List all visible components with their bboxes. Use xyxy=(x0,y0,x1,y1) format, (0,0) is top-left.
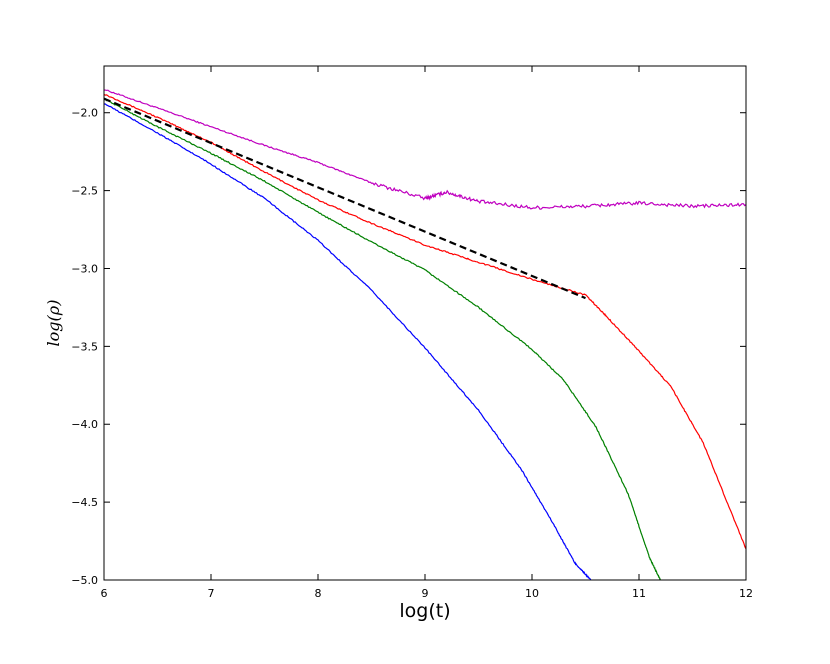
y-tick-label: −4.0 xyxy=(71,418,98,431)
tick-layer: 6 7 8 9 10 11 12 −2.0 −2.5 −3.0 −3.5 −4.0 −4.5 −5.0 xyxy=(71,66,753,600)
y-axis-label: log(ρ) xyxy=(44,300,63,347)
y-tick-label: −3.0 xyxy=(71,262,98,275)
plot-background xyxy=(104,66,746,580)
series-line-4 xyxy=(104,103,592,580)
y-tick-label: −3.5 xyxy=(71,340,98,353)
x-tick-label: 9 xyxy=(422,587,429,600)
y-tick-label: −2.0 xyxy=(71,107,98,120)
series-layer xyxy=(104,89,746,580)
x-tick-label: 6 xyxy=(101,587,108,600)
fit-line-dashed xyxy=(104,97,586,300)
x-tick-label: 7 xyxy=(208,587,215,600)
series-line-3 xyxy=(104,98,661,580)
x-tick-label: 11 xyxy=(632,587,646,600)
x-tick-label: 8 xyxy=(315,587,322,600)
series-line-2 xyxy=(104,94,746,550)
x-tick-label: 10 xyxy=(525,587,539,600)
y-tick-label: −4.5 xyxy=(71,496,98,509)
y-tick-label: −2.5 xyxy=(71,185,98,198)
series-line-1 xyxy=(104,89,746,210)
x-axis-label: log(t) xyxy=(399,600,450,622)
y-tick-label: −5.0 xyxy=(71,574,98,587)
x-tick-label: 12 xyxy=(739,587,753,600)
